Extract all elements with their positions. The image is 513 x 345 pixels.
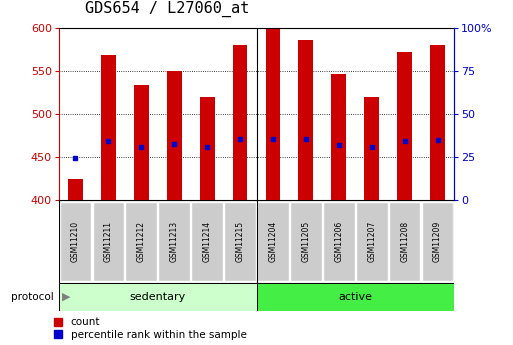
Text: GSM11212: GSM11212 — [137, 221, 146, 262]
Text: sedentary: sedentary — [130, 292, 186, 302]
Bar — [68, 179, 83, 200]
Bar — [134, 86, 149, 200]
Bar — [232, 45, 247, 200]
Bar — [101, 55, 116, 200]
Bar — [159, 202, 190, 281]
Text: ▶: ▶ — [62, 292, 70, 302]
Bar — [59, 283, 256, 310]
Bar — [200, 97, 214, 200]
Text: GSM11210: GSM11210 — [71, 221, 80, 262]
Text: GSM11214: GSM11214 — [203, 221, 212, 262]
Text: active: active — [338, 292, 372, 302]
Text: GSM11205: GSM11205 — [301, 221, 310, 262]
Bar — [191, 202, 223, 281]
Bar — [126, 202, 157, 281]
Bar — [430, 45, 445, 200]
Text: GDS654 / L27060_at: GDS654 / L27060_at — [85, 1, 249, 17]
Bar — [397, 52, 412, 200]
Bar — [266, 29, 281, 200]
Bar — [224, 202, 256, 281]
Bar — [364, 97, 379, 200]
Text: GSM11208: GSM11208 — [400, 221, 409, 262]
Bar — [299, 40, 313, 200]
Bar — [257, 202, 289, 281]
Text: protocol: protocol — [11, 292, 54, 302]
Text: GSM11215: GSM11215 — [235, 221, 245, 262]
Text: GSM11213: GSM11213 — [170, 221, 179, 262]
Bar — [323, 202, 354, 281]
Bar — [389, 202, 421, 281]
Bar — [92, 202, 124, 281]
Text: GSM11206: GSM11206 — [334, 221, 343, 262]
Bar — [60, 202, 91, 281]
Text: GSM11204: GSM11204 — [268, 221, 278, 262]
Bar — [290, 202, 322, 281]
Text: GSM11211: GSM11211 — [104, 221, 113, 262]
Bar — [422, 202, 453, 281]
Bar — [256, 283, 454, 310]
Legend: count, percentile rank within the sample: count, percentile rank within the sample — [54, 317, 246, 340]
Text: GSM11207: GSM11207 — [367, 221, 376, 262]
Text: GSM11209: GSM11209 — [433, 221, 442, 262]
Bar — [356, 202, 387, 281]
Bar — [167, 71, 182, 200]
Bar — [331, 74, 346, 200]
